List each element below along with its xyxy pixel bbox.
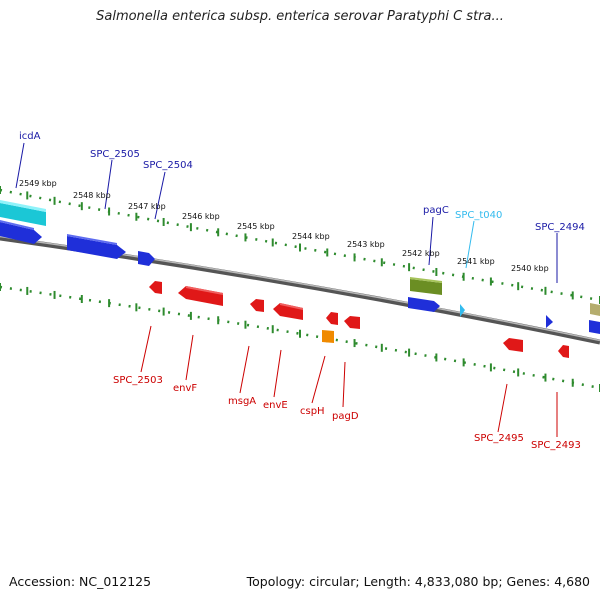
gene-SPC_2505[interactable] [67, 234, 126, 259]
label-SPC_2494: SPC_2494 [535, 222, 585, 233]
gene-forward-edge[interactable] [589, 303, 600, 334]
label-icdA: icdA [19, 131, 41, 142]
gene-cspH[interactable] [322, 312, 338, 343]
outer-scale [0, 186, 600, 304]
gene-SPC_2495[interactable] [503, 338, 523, 352]
gene-envE[interactable] [273, 303, 303, 320]
gene-SPC_2503[interactable] [149, 281, 162, 294]
gene-SPC_2494[interactable] [546, 315, 553, 328]
tick-label-2545: 2545 kbp [237, 222, 275, 231]
tick-label-2543: 2543 kbp [347, 240, 385, 249]
tick-label-2548: 2548 kbp [73, 191, 111, 200]
tick-label-2544: 2544 kbp [292, 232, 330, 241]
inner-ticks [0, 283, 600, 392]
gene-envF[interactable] [178, 286, 223, 306]
gene-pagC[interactable] [410, 277, 442, 295]
gene-forward-block-pagc[interactable] [408, 297, 440, 312]
gene-icdA[interactable] [0, 200, 46, 226]
label-SPC_t040: SPC_t040 [455, 210, 502, 221]
gene-labels: icdA SPC_2505 SPC_2504 pagC SPC_t040 SPC… [19, 131, 585, 451]
summary-text: Topology: circular; Length: 4,833,080 bp… [246, 574, 590, 589]
map-title: Salmonella enterica subsp. enterica sero… [96, 9, 504, 24]
label-leaders [15, 142, 558, 437]
tick-label-2542: 2542 kbp [402, 249, 440, 258]
gene-SPC_t040[interactable] [460, 304, 465, 317]
label-SPC_2493: SPC_2493 [531, 440, 581, 451]
tick-label-2547: 2547 kbp [128, 202, 166, 211]
gene-SPC_2493[interactable] [558, 345, 569, 358]
gene-msgA[interactable] [250, 299, 264, 312]
tick-label-2549: 2549 kbp [19, 179, 57, 188]
tick-label-2540: 2540 kbp [511, 264, 549, 273]
label-msgA: msgA [228, 396, 256, 407]
label-SPC_2495: SPC_2495 [474, 433, 524, 444]
label-SPC_2505: SPC_2505 [90, 149, 140, 160]
label-SPC_2503: SPC_2503 [113, 375, 163, 386]
label-pagD: pagD [332, 411, 359, 422]
label-cspH: cspH [300, 406, 325, 417]
tick-label-2541: 2541 kbp [457, 257, 495, 266]
label-envE: envE [263, 400, 288, 411]
label-envF: envF [173, 383, 197, 394]
gene-forward-block-1[interactable] [0, 220, 42, 244]
accession-text: Accession: NC_012125 [9, 574, 152, 589]
gene-SPC_2504[interactable] [138, 251, 155, 266]
tick-label-2546: 2546 kbp [182, 212, 220, 221]
gene-pagD[interactable] [344, 316, 360, 329]
scale-labels: 2549 kbp 2548 kbp 2547 kbp 2546 kbp 2545… [19, 179, 549, 273]
label-pagC: pagC [423, 205, 449, 216]
label-SPC_2504: SPC_2504 [143, 160, 193, 171]
